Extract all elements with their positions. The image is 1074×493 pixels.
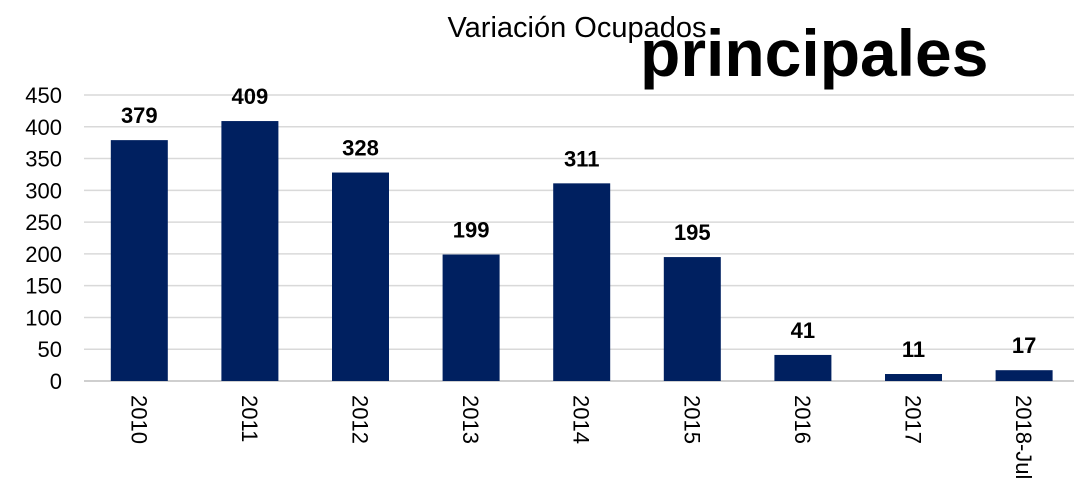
y-tick-label: 300: [25, 178, 62, 203]
y-tick-label: 200: [25, 242, 62, 267]
chart-title: Variación Ocupados: [447, 12, 706, 44]
bar: [663, 257, 721, 381]
x-tick-label: 2013: [458, 395, 483, 444]
overlay-text: principales: [640, 16, 988, 90]
value-label: 41: [791, 318, 815, 343]
value-label: 311: [564, 146, 600, 171]
y-tick-label: 150: [25, 274, 62, 299]
bar: [221, 121, 279, 382]
x-tick-label: 2010: [126, 395, 151, 444]
value-label: 328: [342, 136, 379, 161]
y-tick-label: 450: [25, 83, 62, 108]
x-tick-label: 2016: [790, 395, 815, 444]
value-label: 11: [902, 337, 925, 362]
value-label: 199: [453, 218, 490, 243]
y-tick-label: 100: [25, 305, 62, 330]
x-tick-label: 2014: [569, 395, 594, 444]
y-tick-label: 250: [25, 210, 62, 235]
x-tick-label: 2018-Jul: [1011, 395, 1036, 479]
value-label: 17: [1012, 333, 1036, 358]
y-tick-label: 50: [38, 337, 62, 362]
x-tick-label: 2011: [237, 395, 262, 442]
bar: [553, 183, 611, 381]
y-tick-label: 400: [25, 115, 62, 140]
y-tick-label: 350: [25, 147, 62, 172]
x-tick-label: 2012: [348, 395, 373, 444]
bar: [332, 172, 389, 381]
value-label: 379: [121, 103, 158, 128]
x-tick-label: 2017: [901, 395, 926, 444]
value-label: 409: [232, 84, 269, 109]
x-tick-label: 2015: [679, 395, 704, 444]
bar: [442, 254, 500, 381]
bar: [774, 354, 832, 381]
value-label: 195: [674, 220, 711, 245]
y-tick-label: 0: [50, 369, 62, 394]
bar: [110, 140, 168, 381]
bar: [885, 374, 942, 381]
bar: [995, 370, 1053, 381]
